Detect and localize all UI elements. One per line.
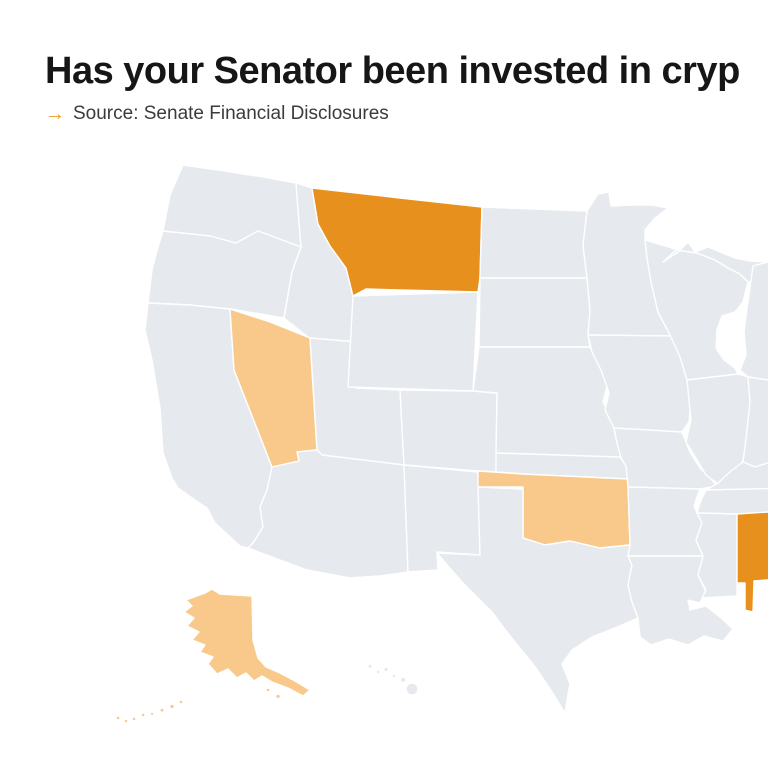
state-hawaii: Hawaii [367,663,419,696]
state-north-dakota: North Dakota [479,206,588,279]
state-michigan: Michigan [739,261,768,381]
state-colorado: Colorado [399,389,498,473]
state-south-dakota: South Dakota [478,277,591,348]
state-alaska: Alaska [183,588,311,697]
state-alaska-aleutian-islands-: Alaska (Aleutian Islands) [115,687,282,724]
state-tennessee: Tennessee [696,487,768,515]
state-arkansas: Arkansas [627,486,704,557]
state-arizona: Arizona [247,449,409,579]
state-wyoming: Wyoming [347,291,479,392]
header: Has your Senator been invested in cryp →… [45,50,768,125]
page-title: Has your Senator been invested in cryp [45,50,740,92]
state-missouri: Missouri [613,427,718,490]
source-line: → Source: Senate Financial Disclosures [45,103,768,125]
state-texas: Texas [436,486,639,714]
state-montana: Montana [311,187,483,297]
state-michigan-upper-peninsula-: Michigan (Upper Peninsula) [662,241,768,283]
source-text: Source: Senate Financial Disclosures [73,102,389,124]
state-alabama: Alabama [736,511,768,613]
arrow-right-icon: → [45,102,65,125]
